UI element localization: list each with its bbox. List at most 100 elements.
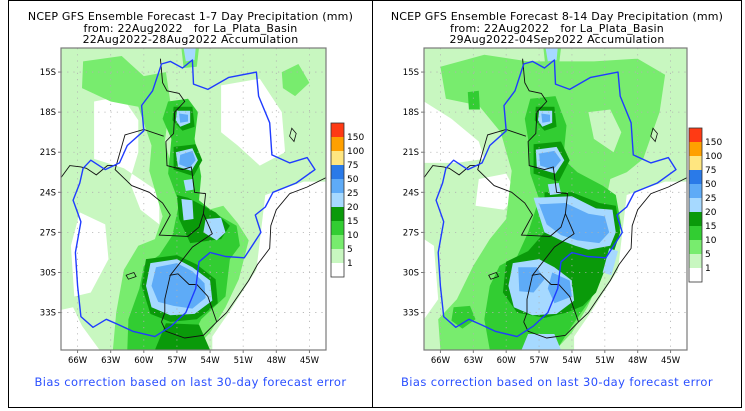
colorbar-frame: [330, 122, 345, 278]
y-tick-label: 30S: [403, 268, 419, 278]
colorbar-label: 25: [347, 189, 358, 199]
x-tick-label: 54W: [562, 356, 582, 366]
x-tick-label: 63W: [464, 356, 484, 366]
y-tick-label: 21S: [40, 148, 56, 158]
country-border: [115, 129, 164, 166]
chart-title: NCEP GFS Ensemble Forecast 1-7 Day Preci…: [27, 10, 354, 23]
colorbar-label: 100: [705, 152, 722, 162]
colorbar-swatch: [331, 179, 344, 193]
colorbar-label: 15: [347, 217, 358, 227]
colorbar-label: 1: [705, 264, 711, 274]
colorbar-swatch: [331, 235, 344, 249]
colorbar-label: 20: [705, 208, 717, 218]
colorbar: 150 100 75 50 25 20 15 10 5 1: [330, 122, 364, 278]
colorbar-label: 50: [705, 180, 717, 190]
precip-map-week2: 66W 63W 60W 57W 54W 51W 48W 45W 15S 18S 21S 24S 27S 3…: [403, 47, 722, 366]
precip-region: [541, 113, 550, 123]
colorbar-swatch: [689, 254, 702, 268]
lake-outline: [125, 272, 137, 280]
reservoir-outline: [289, 127, 297, 143]
y-tick-label: 27S: [403, 228, 419, 238]
country-border: [159, 58, 218, 323]
colorbar-label: 150: [347, 133, 364, 143]
colorbar-swatch: [689, 212, 702, 226]
colorbar-swatch: [689, 142, 702, 156]
colorbar-swatch: [689, 156, 702, 170]
bias-footer: Bias correction based on last 30-day for…: [34, 375, 347, 389]
y-tick-label: 18S: [40, 108, 56, 118]
y-tick-label: 24S: [40, 188, 56, 198]
precip-region: [203, 217, 226, 241]
precip-region: [467, 90, 480, 110]
x-tick-label: 51W: [234, 356, 254, 366]
colorbar-swatch: [331, 165, 344, 179]
precip-field: [61, 48, 326, 350]
colorbar-swatch: [331, 137, 344, 151]
country-border: [477, 165, 566, 237]
precip-region: [424, 101, 485, 163]
plot-frame: [423, 47, 688, 351]
country-border: [523, 321, 579, 339]
country-border: [578, 177, 687, 323]
lake-outline: [488, 272, 500, 280]
country-border: [522, 58, 579, 323]
country-border: [216, 177, 326, 323]
colorbar-swatch: [689, 184, 702, 198]
y-tick-label: 27S: [40, 228, 56, 238]
x-tick-label: 54W: [200, 356, 220, 366]
precip-region: [451, 305, 476, 329]
grid: [61, 48, 326, 350]
x-tick-label: 57W: [529, 356, 549, 366]
colorbar-label: 25: [705, 194, 716, 204]
y-tick-label: 30S: [40, 268, 56, 278]
country-borders: [61, 58, 326, 339]
x-tick-label: 57W: [167, 356, 187, 366]
colorbar-label: 150: [705, 138, 722, 148]
colorbar-label: 75: [705, 166, 716, 176]
grid: [424, 48, 687, 350]
y-tick-label: 15S: [403, 68, 419, 78]
precip-region: [547, 272, 572, 304]
precip-region: [70, 212, 109, 297]
colorbar-label: 5: [705, 250, 711, 260]
y-tick-label: 33S: [403, 309, 419, 319]
precip-region: [179, 150, 196, 169]
x-tick-label: 48W: [628, 356, 648, 366]
x-tick-label: 45W: [300, 356, 320, 366]
colorbar-label: 5: [347, 245, 353, 255]
colorbar-swatch: [331, 249, 344, 263]
country-border: [478, 129, 527, 166]
plot-frame: [60, 47, 327, 351]
colorbar-swatch: [331, 193, 344, 207]
precip-region: [521, 334, 561, 350]
colorbar-swatch: [689, 198, 702, 212]
colorbar-label: 15: [705, 222, 716, 232]
precip-region: [183, 48, 196, 62]
colorbar-swatch: [689, 170, 702, 184]
country-border: [161, 275, 171, 323]
bias-footer: Bias correction based on last 30-day for…: [401, 375, 713, 389]
precip-region: [281, 64, 310, 97]
colorbar-swatch: [331, 123, 344, 137]
y-tick-label: 15S: [40, 68, 56, 78]
basin-boundary: [435, 59, 677, 338]
country-borders: [424, 58, 687, 339]
precip-region: [588, 109, 622, 153]
panel-week1: NCEP GFS Ensemble Forecast 1-7 Day Preci…: [8, 0, 373, 408]
x-tick-label: 66W: [431, 356, 451, 366]
colorbar-label: 10: [705, 236, 717, 246]
precip-region: [545, 48, 558, 62]
colorbar-label: 100: [347, 147, 364, 157]
chart-subtitle-period: 22Aug2022-28Aug2022 Accumulation: [82, 33, 299, 46]
precip-region: [547, 183, 561, 195]
precip-region: [179, 113, 188, 123]
chart-title: NCEP GFS Ensemble Forecast 8-14 Day Prec…: [390, 10, 724, 23]
precip-field: [424, 48, 687, 350]
colorbar-frame: [688, 127, 703, 283]
x-tick-label: 60W: [497, 356, 517, 366]
country-border: [424, 165, 479, 178]
country-border: [161, 321, 218, 339]
colorbar-swatch: [331, 151, 344, 165]
precip-region: [539, 203, 610, 244]
x-tick-label: 66W: [68, 356, 88, 366]
